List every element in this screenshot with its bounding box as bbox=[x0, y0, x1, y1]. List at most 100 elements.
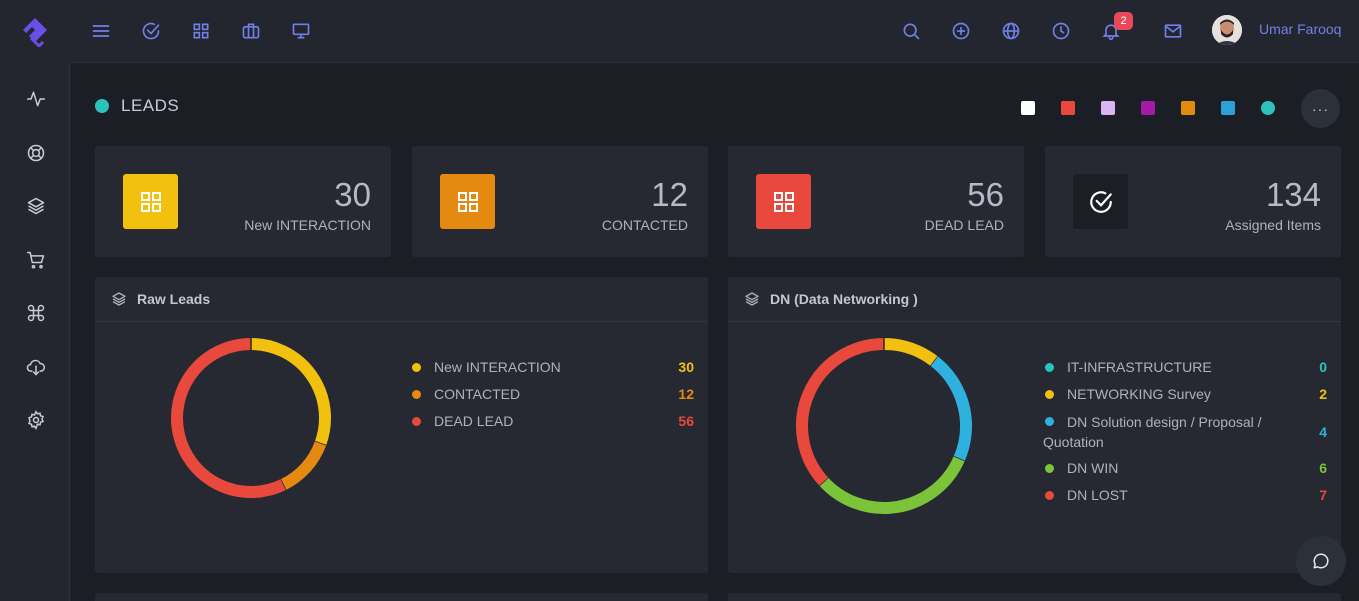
donut-slice-networking-survey[interactable] bbox=[883, 338, 939, 367]
legend-dot bbox=[412, 417, 421, 426]
legend-label: DN LOST bbox=[1067, 487, 1128, 503]
legend-dot bbox=[412, 363, 421, 372]
ellipsis-icon: ··· bbox=[1312, 100, 1329, 117]
legend-label: New INTERACTION bbox=[434, 359, 561, 375]
legend-label: NETWORKING Survey bbox=[1067, 386, 1211, 402]
check-circle-icon[interactable] bbox=[140, 20, 162, 42]
donut-slice-contacted[interactable] bbox=[280, 441, 327, 491]
legend-item: CONTACTED 12 bbox=[410, 381, 694, 408]
legend-dot bbox=[1045, 464, 1054, 473]
stat-icon-box bbox=[756, 174, 811, 229]
raw-leads-legend: New INTERACTION 30 CONTACTED 12 DEAD LEAD 56 bbox=[410, 354, 694, 435]
grid-icon bbox=[457, 191, 478, 212]
legend-value: 4 bbox=[1319, 424, 1327, 440]
grid-icon bbox=[140, 191, 161, 212]
dn-donut bbox=[796, 338, 972, 514]
gear-icon[interactable] bbox=[24, 408, 48, 432]
command-icon[interactable] bbox=[24, 301, 48, 325]
cart-icon[interactable] bbox=[24, 248, 48, 272]
globe-icon[interactable] bbox=[1000, 20, 1022, 42]
theme-swatch-teal[interactable] bbox=[1261, 101, 1275, 115]
stat-label: CONTACTED bbox=[601, 217, 688, 233]
legend-value: 6 bbox=[1319, 460, 1327, 476]
donut-slice-dead-lead[interactable] bbox=[171, 338, 286, 498]
stat-card-assigned-items[interactable]: 134 Assigned Items bbox=[1045, 146, 1341, 257]
legend-item: NETWORKING Survey 2 bbox=[1043, 381, 1327, 408]
username-link[interactable]: Umar Farooq bbox=[1259, 21, 1342, 37]
legend-dot bbox=[1045, 417, 1054, 426]
cloud-download-icon[interactable] bbox=[24, 355, 48, 379]
layers-icon bbox=[745, 292, 759, 306]
stat-value: 30 bbox=[334, 176, 371, 213]
raw-leads-panel: Raw Leads New INTERACTION 30 CONTACTED 12 DE… bbox=[95, 277, 708, 573]
layers-icon bbox=[112, 292, 126, 306]
top-navbar bbox=[70, 0, 1359, 63]
grid-icon[interactable] bbox=[190, 20, 212, 42]
chat-button[interactable] bbox=[1296, 536, 1346, 586]
legend-dot bbox=[1045, 390, 1054, 399]
legend-item: IT-INFRASTRUCTURE 0 bbox=[1043, 354, 1327, 381]
status-dot bbox=[95, 99, 109, 113]
add-circle-icon[interactable] bbox=[950, 20, 972, 42]
stat-card-contacted[interactable]: 12 CONTACTED bbox=[412, 146, 708, 257]
donut-slice-new-interaction[interactable] bbox=[250, 338, 331, 446]
bell-icon[interactable] bbox=[1100, 20, 1122, 42]
activity-icon[interactable] bbox=[24, 87, 48, 111]
chat-bubble-icon bbox=[1313, 553, 1329, 569]
donut-slice-dn-solution-design-proposal-quotation[interactable] bbox=[930, 356, 972, 462]
legend-label: DN Solution design / Proposal / Quotatio… bbox=[1043, 414, 1262, 450]
legend-value: 56 bbox=[678, 413, 694, 429]
stat-label: Assigned Items bbox=[1225, 217, 1321, 233]
stat-icon-box bbox=[123, 174, 178, 229]
bottom-panel-left bbox=[95, 593, 708, 601]
panel-title: DN (Data Networking ) bbox=[770, 291, 918, 307]
stat-value: 12 bbox=[651, 176, 688, 213]
legend-value: 0 bbox=[1319, 359, 1327, 375]
legend-label: CONTACTED bbox=[434, 386, 521, 402]
stat-card-new-interaction[interactable]: 30 New INTERACTION bbox=[95, 146, 391, 257]
legend-value: 7 bbox=[1319, 487, 1327, 503]
raw-leads-donut bbox=[171, 338, 331, 498]
legend-label: DEAD LEAD bbox=[434, 413, 514, 429]
clock-icon[interactable] bbox=[1050, 20, 1072, 42]
theme-swatch-lavender[interactable] bbox=[1101, 101, 1115, 115]
legend-label: DN WIN bbox=[1067, 460, 1119, 476]
legend-dot bbox=[1045, 363, 1054, 372]
legend-dot bbox=[412, 390, 421, 399]
theme-swatch-purple[interactable] bbox=[1141, 101, 1155, 115]
legend-value: 12 bbox=[678, 386, 694, 402]
stat-label: DEAD LEAD bbox=[924, 217, 1004, 233]
theme-swatch-orange[interactable] bbox=[1181, 101, 1195, 115]
legend-item: New INTERACTION 30 bbox=[410, 354, 694, 381]
dn-panel: DN (Data Networking ) IT-INFRASTRUCTURE 0… bbox=[728, 277, 1341, 573]
menu-icon[interactable] bbox=[90, 20, 112, 42]
theme-swatch-blue[interactable] bbox=[1221, 101, 1235, 115]
stat-label: New INTERACTION bbox=[244, 217, 371, 233]
more-options-button[interactable]: ··· bbox=[1301, 89, 1340, 128]
app-logo[interactable] bbox=[0, 0, 70, 63]
legend-item: DN LOST 7 bbox=[1043, 482, 1327, 509]
check-circle-icon bbox=[1089, 190, 1112, 213]
stat-value: 56 bbox=[967, 176, 1004, 213]
donut-slice-dn-win[interactable] bbox=[819, 456, 965, 514]
legend-dot bbox=[1045, 491, 1054, 500]
avatar[interactable] bbox=[1212, 15, 1242, 45]
stat-icon-box bbox=[440, 174, 495, 229]
sidebar bbox=[0, 63, 70, 601]
theme-swatch-red[interactable] bbox=[1061, 101, 1075, 115]
lifebuoy-icon[interactable] bbox=[24, 141, 48, 165]
donut-slice-dn-lost[interactable] bbox=[796, 338, 885, 486]
page-header: LEADS bbox=[95, 96, 179, 116]
theme-swatch-white[interactable] bbox=[1021, 101, 1035, 115]
briefcase-icon[interactable] bbox=[240, 20, 262, 42]
panel-title: Raw Leads bbox=[137, 291, 211, 307]
stat-value: 134 bbox=[1265, 176, 1321, 213]
stat-card-dead-lead[interactable]: 56 DEAD LEAD bbox=[728, 146, 1024, 257]
mail-icon[interactable] bbox=[1162, 20, 1184, 42]
legend-label: IT-INFRASTRUCTURE bbox=[1067, 359, 1212, 375]
layers-icon[interactable] bbox=[24, 194, 48, 218]
monitor-icon[interactable] bbox=[290, 20, 312, 42]
search-icon[interactable] bbox=[900, 20, 922, 42]
user-photo-icon bbox=[1212, 15, 1242, 45]
legend-item: DN WIN 6 bbox=[1043, 455, 1327, 482]
